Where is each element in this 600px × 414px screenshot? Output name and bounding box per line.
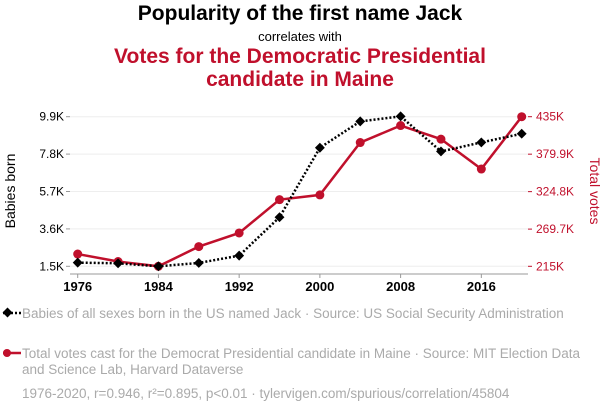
jack-point <box>274 212 285 223</box>
footer-note: 1976-2020, r=0.946, r²=0.895, p<0.01 · t… <box>22 386 510 401</box>
legend-marker-black-dotted-icon <box>2 307 21 318</box>
x-tick-label: 1976 <box>63 279 92 294</box>
y-tick-label-right: 269.7K <box>536 222 574 236</box>
legend-item-votes: Total votes cast for the Democrat Presid… <box>3 346 582 378</box>
chart-subtitle: correlates with <box>258 29 342 44</box>
votes-point <box>194 242 204 252</box>
chart-title-secondary-text: Votes for the Democratic Presidential ca… <box>114 45 486 91</box>
votes-point <box>234 228 244 238</box>
legend-item-jack: Babies of all sexes born in the US named… <box>2 306 582 322</box>
y-tick-label-right: 215K <box>536 259 564 273</box>
votes-point <box>275 195 285 205</box>
x-tick-label: 2008 <box>386 279 415 294</box>
y-tick-label-left: 9.9K <box>39 110 64 124</box>
legend-label: Babies of all sexes born in the US named… <box>22 306 564 321</box>
jack-point <box>234 250 245 261</box>
y-tick-label-left: 7.8K <box>39 147 64 161</box>
votes-point <box>476 164 486 174</box>
y-tick-label-right: 435K <box>536 110 564 124</box>
jack-point <box>314 142 325 153</box>
y-tick-label-left: 1.5K <box>39 259 64 273</box>
y-tick-label-left: 5.7K <box>39 185 64 199</box>
y-tick-label-left: 3.6K <box>39 222 64 236</box>
votes-point <box>315 190 325 200</box>
votes-point <box>436 134 446 144</box>
y-axis-label-right: Total votes <box>587 158 600 225</box>
votes-point <box>355 138 365 148</box>
jack-point <box>193 258 204 268</box>
chart-title: Popularity of the first name Jack <box>137 2 463 25</box>
legend-marker-red-line-icon <box>3 349 21 357</box>
x-tick-label: 2000 <box>305 279 334 294</box>
x-tick-label: 2016 <box>467 279 496 294</box>
jack-point <box>153 261 164 272</box>
x-tick-label: 1992 <box>225 279 254 294</box>
votes-point <box>517 112 527 122</box>
x-tick-label: 1984 <box>144 279 174 294</box>
votes-point <box>73 249 83 259</box>
chart-title-secondary: Votes for the Democratic Presidential ca… <box>0 45 600 91</box>
votes-line <box>77 115 523 268</box>
jack-point <box>436 146 446 157</box>
jack-point <box>516 128 527 139</box>
y-tick-label-right: 379.9K <box>536 147 574 161</box>
jack-point <box>476 137 487 148</box>
y-tick-label-right: 324.8K <box>536 185 574 199</box>
votes-point <box>396 121 406 131</box>
y-axis-label-left: Babies born <box>2 154 18 229</box>
legend-label: Total votes cast for the Democrat Presid… <box>22 346 581 377</box>
